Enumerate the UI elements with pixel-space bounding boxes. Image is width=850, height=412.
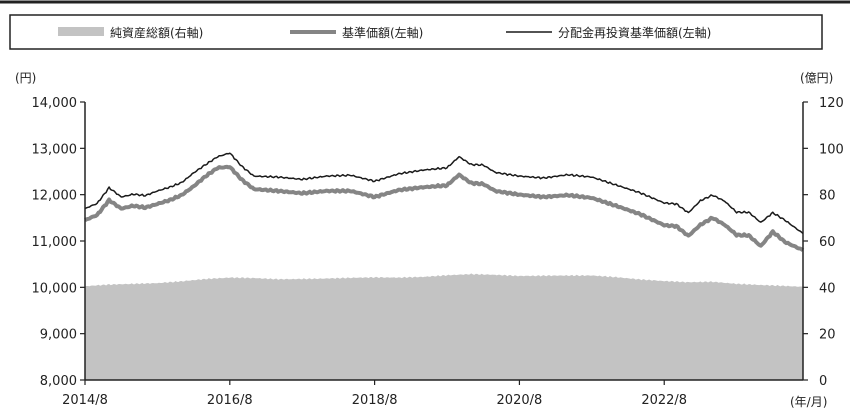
x-tick-label: 2022/8 — [641, 393, 687, 408]
x-tick-label: 2018/8 — [352, 393, 398, 408]
left-tick-label: 11,000 — [32, 235, 78, 250]
x-tick-label: 2020/8 — [497, 393, 543, 408]
left-axis-unit: (円) — [15, 71, 36, 85]
left-tick-label: 12,000 — [32, 189, 78, 204]
right-tick-label: 20 — [819, 328, 836, 343]
right-tick-label: 100 — [819, 142, 844, 157]
legend-label-reinvest: 分配金再投資基準価額(左軸) — [558, 25, 711, 40]
legend-label-net-assets: 純資産総額(右軸) — [110, 25, 203, 40]
left-tick-label: 14,000 — [32, 96, 78, 111]
right-tick-label: 60 — [819, 235, 836, 250]
right-tick-label: 0 — [819, 374, 827, 389]
legend-swatch-net-assets — [58, 27, 104, 36]
legend: 純資産総額(右軸) 基準価額(左軸) 分配金再投資基準価額(左軸) — [9, 14, 823, 50]
x-tick-label: 2014/8 — [62, 393, 108, 408]
right-axis-unit: (億円) — [800, 71, 833, 85]
net-assets-area — [85, 273, 803, 380]
left-tick-label: 9,000 — [40, 328, 77, 343]
left-tick-label: 8,000 — [40, 374, 77, 389]
tick-labels: 8,000 9,000 10,000 11,000 12,000 13,000 14,000… — [32, 96, 844, 408]
legend-frame — [9, 14, 823, 50]
reinvest-nav-line — [84, 152, 804, 235]
left-tick-label: 13,000 — [32, 142, 78, 157]
x-axis-unit: (年/月) — [790, 395, 827, 409]
nav-line — [84, 164, 805, 252]
legend-label-nav: 基準価額(左軸) — [342, 25, 423, 40]
x-tick-label: 2016/8 — [207, 393, 253, 408]
right-tick-label: 80 — [819, 189, 836, 204]
plot-series — [84, 152, 805, 380]
right-tick-label: 120 — [819, 96, 844, 111]
axes — [80, 101, 808, 385]
left-tick-label: 10,000 — [32, 281, 78, 296]
right-tick-label: 40 — [819, 281, 836, 296]
